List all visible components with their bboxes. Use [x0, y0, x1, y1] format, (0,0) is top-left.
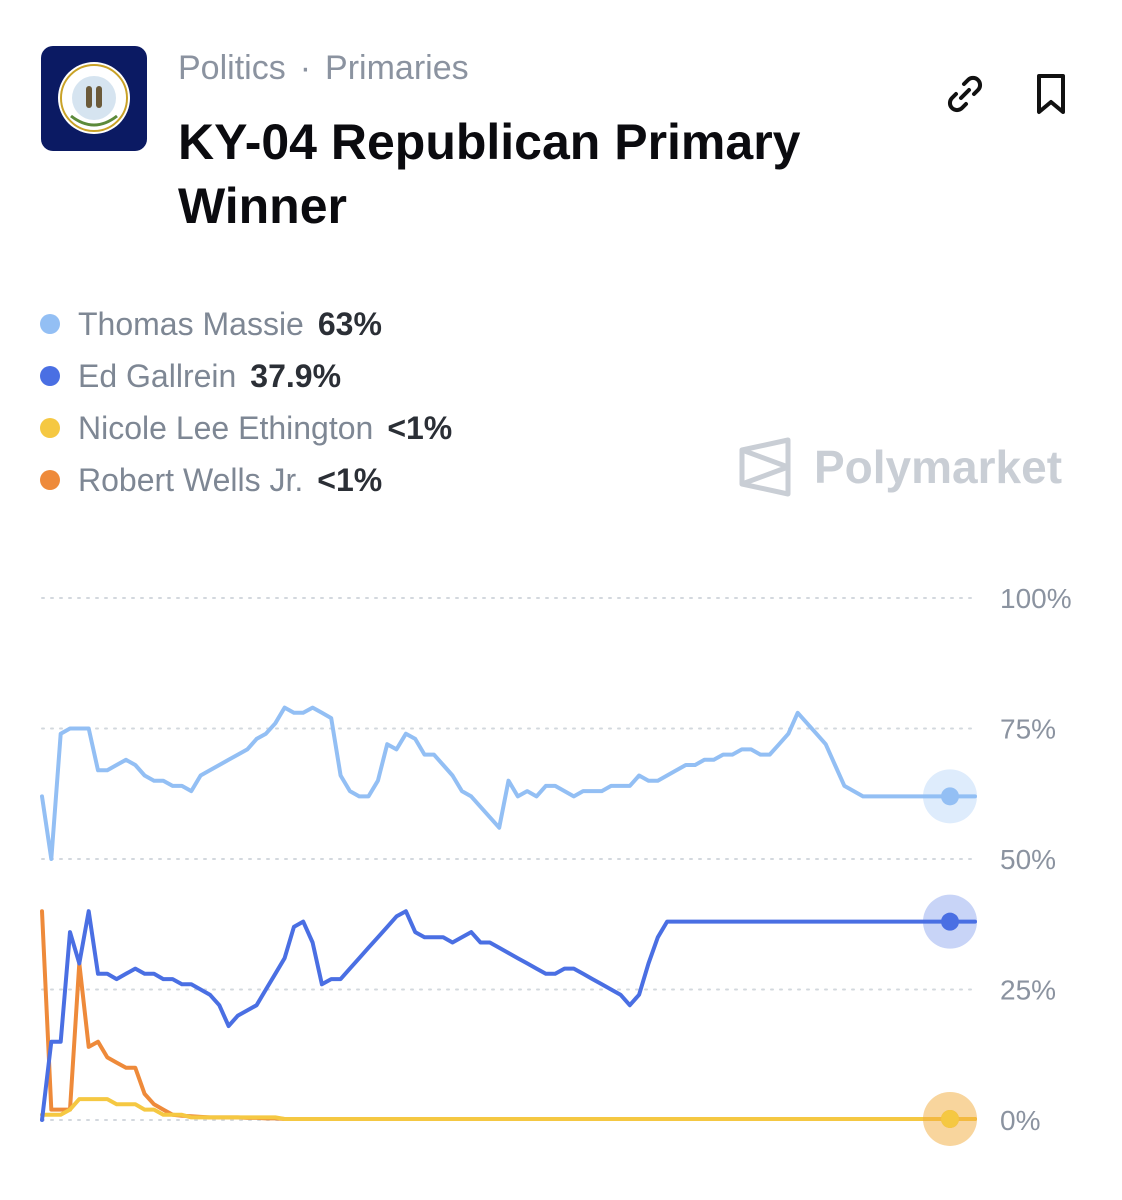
legend-name: Robert Wells Jr. — [78, 461, 304, 498]
kentucky-seal-icon — [41, 46, 147, 151]
legend-dot — [40, 418, 60, 438]
legend-dot — [40, 366, 60, 386]
legend-value: <1% — [317, 461, 383, 498]
series-endpoint-dot — [941, 787, 959, 806]
bookmark-icon — [1037, 74, 1065, 114]
series-line-ed-gallrein — [40, 909, 977, 1122]
y-tick-label: 50% — [1000, 844, 1056, 875]
legend-item: Nicole Lee Ethington <1% — [40, 402, 452, 454]
y-tick-label: 75% — [1000, 714, 1056, 745]
legend-dot — [40, 314, 60, 334]
y-tick-label: 100% — [1000, 583, 1072, 614]
legend-value: <1% — [387, 409, 453, 446]
y-tick-label: 0% — [1000, 1105, 1040, 1136]
copy-link-button[interactable] — [941, 70, 989, 118]
legend-item: Robert Wells Jr. <1% — [40, 454, 452, 506]
breadcrumb-item-primaries[interactable]: Primaries — [325, 49, 469, 87]
breadcrumb: Politics · Primaries — [178, 46, 469, 90]
y-tick-label: 25% — [1000, 975, 1056, 1006]
legend-value: 37.9% — [250, 357, 342, 394]
legend-name: Thomas Massie — [78, 305, 304, 342]
bookmark-button[interactable] — [1027, 70, 1075, 118]
watermark-text: Polymarket — [814, 441, 1063, 493]
polymarket-logo-icon — [739, 437, 791, 497]
breadcrumb-item-politics[interactable]: Politics — [178, 49, 286, 87]
series-line-thomas-massie — [40, 705, 977, 861]
legend-dot — [40, 470, 60, 490]
price-chart: 0% 25% 50% 75% 100% — [0, 560, 1122, 1200]
link-icon — [947, 75, 983, 113]
legend-name: Nicole Lee Ethington — [78, 409, 374, 446]
legend-value: 63% — [317, 305, 382, 342]
page-title: KY-04 Republican Primary Winner — [178, 114, 801, 234]
chart-svg: 0% 25% 50% 75% 100% — [40, 583, 1072, 1146]
legend-item: Ed Gallrein 37.9% — [40, 350, 452, 402]
series-line-nicole-lee-ethington — [40, 1097, 977, 1121]
legend-item: Thomas Massie 63% — [40, 298, 452, 350]
legend: Thomas Massie 63% Ed Gallrein 37.9% Nico… — [40, 298, 452, 506]
series-endpoint-dot — [941, 912, 959, 931]
series-endpoint-dot — [941, 1109, 959, 1128]
polymarket-watermark: Polymarket — [738, 436, 1062, 498]
legend-name: Ed Gallrein — [78, 357, 237, 394]
breadcrumb-separator: · — [299, 49, 312, 87]
series-line-robert-wells-jr — [40, 909, 977, 1121]
